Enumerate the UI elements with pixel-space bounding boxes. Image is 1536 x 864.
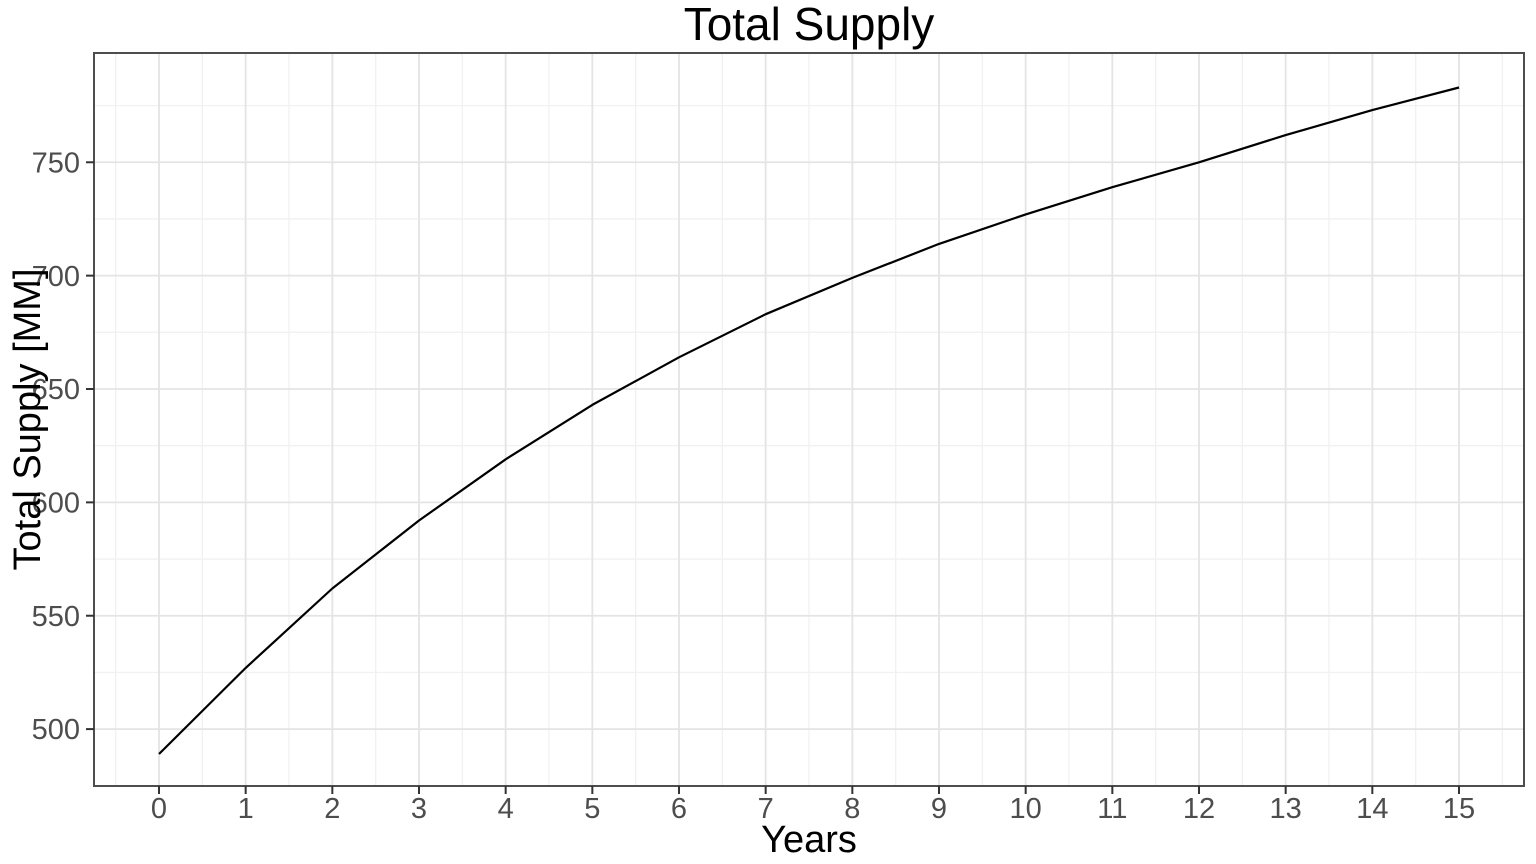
x-axis-tick-labels: 0 1 2 3 4 5 6 7 8 9 10 11 12 13 14 15 bbox=[151, 793, 1475, 825]
y-tick-label: 550 bbox=[32, 601, 80, 633]
y-tick-label: 650 bbox=[32, 374, 80, 406]
y-axis-tick-labels: 500 550 600 650 700 750 bbox=[32, 147, 80, 746]
x-tick-label: 1 bbox=[238, 793, 254, 825]
y-tick-label: 750 bbox=[32, 147, 80, 179]
x-tick-label: 3 bbox=[411, 793, 427, 825]
x-tick-label: 11 bbox=[1097, 793, 1127, 825]
x-tick-label: 12 bbox=[1183, 793, 1215, 825]
gridlines-major bbox=[94, 53, 1524, 786]
x-tick-label: 5 bbox=[584, 793, 600, 825]
axis-tick-marks bbox=[86, 161, 1460, 794]
x-tick-label: 14 bbox=[1356, 793, 1388, 825]
y-axis-title: Total Supply [MM] bbox=[7, 269, 49, 571]
x-tick-label: 7 bbox=[758, 793, 774, 825]
supply-curve bbox=[158, 86, 1460, 755]
y-tick-label: 700 bbox=[32, 261, 80, 293]
x-axis-title: Years bbox=[761, 819, 857, 861]
chart-title: Total Supply bbox=[684, 0, 935, 50]
x-tick-label: 13 bbox=[1270, 793, 1302, 825]
x-tick-label: 6 bbox=[671, 793, 687, 825]
x-tick-label: 10 bbox=[1010, 793, 1042, 825]
y-tick-label: 600 bbox=[32, 488, 80, 520]
x-tick-label: 8 bbox=[844, 793, 860, 825]
x-tick-label: 4 bbox=[498, 793, 514, 825]
plot-panel-border bbox=[93, 52, 1525, 787]
x-tick-label: 15 bbox=[1443, 793, 1475, 825]
x-tick-label: 2 bbox=[324, 793, 340, 825]
x-tick-label: 9 bbox=[931, 793, 947, 825]
y-tick-label: 500 bbox=[32, 714, 80, 746]
x-tick-label: 0 bbox=[151, 793, 167, 825]
